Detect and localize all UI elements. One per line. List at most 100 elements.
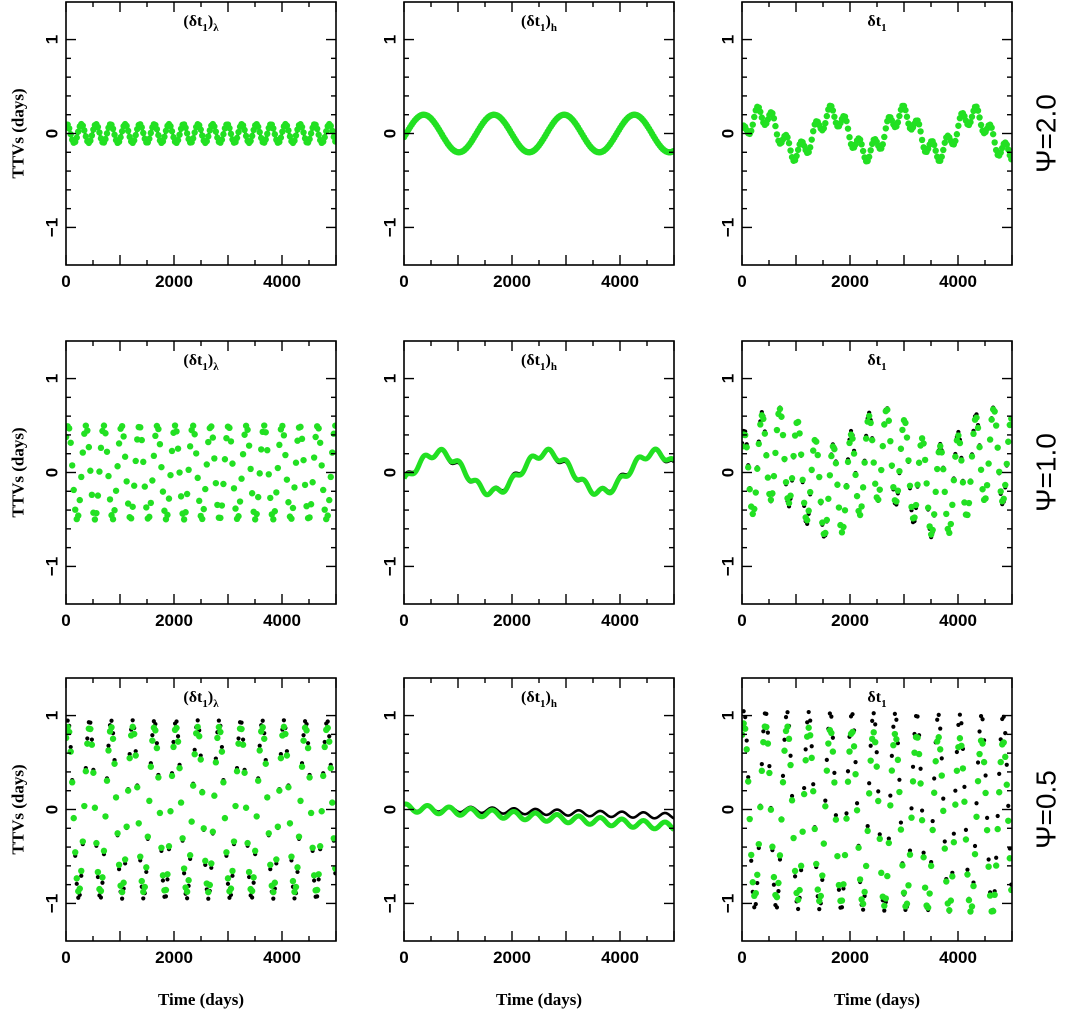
series-2-point	[208, 423, 215, 430]
series-2-point	[982, 789, 989, 797]
series-2-point	[273, 856, 280, 863]
series-2-point	[816, 897, 823, 905]
series-2-point	[189, 422, 197, 429]
y-tick-label: 0	[43, 805, 62, 814]
series-2-point	[238, 725, 245, 733]
series-2-point	[828, 729, 835, 737]
panel-title: (δt1)λ	[183, 352, 219, 373]
series-2-point	[932, 488, 939, 496]
series-2-point	[265, 830, 272, 837]
series-2-point	[185, 877, 192, 884]
series-2-point	[248, 490, 256, 497]
series-2-point	[212, 479, 220, 487]
series-2-point	[183, 130, 191, 137]
series-2-point	[746, 815, 753, 823]
series-2-point	[259, 724, 266, 731]
series-2-point	[165, 843, 173, 850]
series-2-point	[147, 129, 155, 137]
series-2-point	[773, 893, 781, 901]
series-2-point	[820, 840, 828, 847]
series-1-point	[820, 877, 825, 883]
series-2-point	[93, 509, 100, 517]
series-1-point	[175, 734, 181, 739]
series-2-point	[245, 868, 253, 876]
series-2-point	[941, 488, 948, 496]
panel-title: (δt1)λ	[183, 689, 219, 710]
series-2-point	[844, 778, 852, 785]
series-2-point	[129, 503, 136, 510]
series-1-point	[749, 858, 754, 863]
series-2-point	[306, 774, 313, 781]
series-2-point	[251, 847, 259, 855]
series-2-point	[970, 430, 977, 437]
series-2-point	[161, 133, 168, 140]
series-1-point	[972, 843, 978, 849]
series-2-point	[188, 818, 195, 825]
series-2-point	[241, 126, 248, 134]
series-2-point	[949, 873, 956, 880]
series-1-point	[959, 721, 964, 726]
series-2-point	[853, 807, 861, 814]
series-2-point	[241, 769, 248, 776]
series-2-point	[129, 723, 136, 731]
series-2-point	[283, 476, 291, 483]
series-2-point	[758, 767, 766, 775]
series-2-point	[846, 748, 853, 755]
series-2-point	[749, 879, 756, 886]
x-tick-label: 2000	[493, 948, 531, 967]
series-2-point	[280, 432, 288, 439]
series-2-point	[918, 136, 926, 144]
series-2-point	[73, 134, 80, 141]
series-2-point	[903, 434, 911, 441]
series-2-point	[279, 128, 286, 135]
series-2-point	[66, 728, 73, 736]
series-2-point	[770, 472, 778, 480]
series-2-point	[894, 756, 902, 764]
series-1-point	[219, 744, 224, 750]
series-1-point	[891, 724, 896, 729]
series-2-point	[138, 436, 145, 444]
series-2-point	[930, 789, 938, 796]
y-tick-label: −1	[43, 894, 62, 913]
x-tick-label: 2000	[493, 272, 531, 291]
series-2-point	[315, 131, 322, 138]
series-1-point	[789, 793, 795, 799]
series-2-point	[991, 408, 998, 415]
series-2-point	[191, 129, 198, 136]
series-2-point	[277, 134, 285, 141]
panel-3-2: 0 2000 4000 −1 0 1 (δt1)h Time (days)	[381, 677, 675, 1009]
series-1-point	[316, 877, 321, 882]
series-2-point	[859, 147, 867, 155]
series-2-point	[189, 135, 197, 142]
series-2-point	[810, 447, 817, 454]
series-2-point	[906, 482, 914, 489]
series-2-point	[881, 421, 888, 428]
series-2-point	[158, 844, 165, 851]
y-tick-label: 0	[719, 468, 738, 477]
series-2-point	[227, 438, 235, 445]
panel-title: (δt1)h	[521, 352, 557, 373]
series-1-point	[116, 867, 122, 872]
series-2-point	[923, 480, 930, 487]
series-2-point	[79, 449, 86, 456]
series-2-point	[162, 127, 170, 134]
series-2-point	[143, 504, 150, 511]
series-2-point	[123, 823, 130, 830]
series-2-point	[840, 881, 847, 888]
plot-area	[742, 102, 1012, 165]
series-2-point	[891, 730, 899, 738]
series-2-point	[770, 873, 778, 881]
series-2-point	[927, 862, 935, 870]
series-2-point	[757, 421, 764, 428]
y-tick-label: −1	[43, 218, 62, 237]
series-1-point	[827, 711, 832, 716]
series-1-point	[832, 770, 837, 775]
series-2-point	[235, 513, 242, 520]
series-2-point	[955, 432, 962, 439]
panel-1-3: 0 2000 4000 −1 0 1 δt1	[719, 1, 1013, 291]
series-2-point	[784, 723, 791, 730]
series-1-point	[983, 773, 988, 778]
series-1-point	[247, 874, 252, 880]
series-2-point	[797, 451, 805, 458]
y-tick-label: 1	[719, 35, 738, 44]
